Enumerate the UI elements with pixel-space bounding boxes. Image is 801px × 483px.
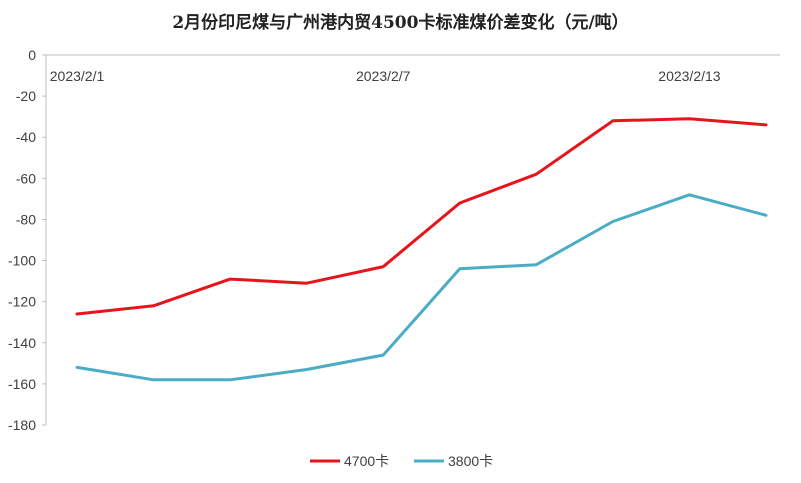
chart-title: 2月份印尼煤与广州港内贸4500卡标准煤价差变化（元/吨） [172,13,629,33]
y-tick-label: -160 [8,376,36,392]
y-tick-label: -140 [8,335,36,351]
y-tick-label: -100 [8,253,36,269]
x-tick-label: 2023/2/7 [356,68,411,84]
y-tick-label: -180 [8,417,36,433]
series-line-2 [75,193,768,382]
x-tick-label: 2023/2/13 [658,68,720,84]
y-tick-label: -20 [16,88,36,104]
legend-label-1: 4700卡 [344,453,389,469]
y-tick-label: -80 [16,211,36,227]
legend-label-2: 3800卡 [448,453,493,469]
y-tick-label: 0 [28,47,36,63]
y-tick-label: -60 [16,170,36,186]
y-tick-label: -40 [16,129,36,145]
x-tick-label: 2023/2/1 [50,68,105,84]
y-tick-label: -120 [8,294,36,310]
series-line-1 [75,117,768,316]
